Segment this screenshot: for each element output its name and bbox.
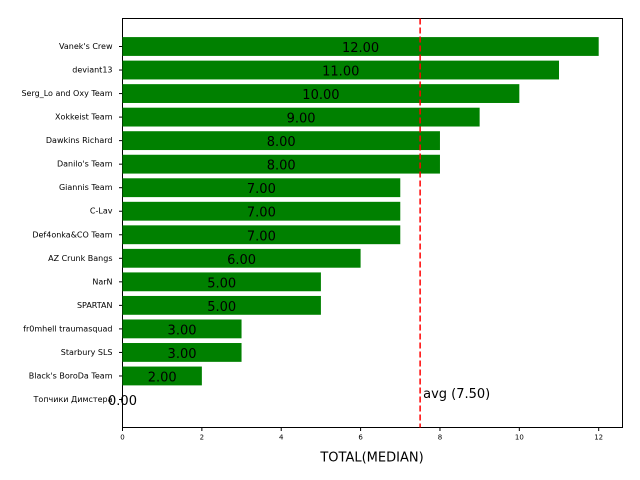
value-label: 7.00 [247,206,276,221]
value-label: 11.00 [322,65,359,80]
bar [122,131,440,151]
value-label: 12.00 [342,41,379,56]
bar [122,366,202,386]
y-tick-label: Giannis Team [59,183,113,192]
plot-frame [122,18,623,428]
bar [122,319,242,339]
y-tick-label: C-Lav [90,207,113,216]
value-label: 9.00 [287,112,316,127]
x-tick-label: 6 [358,434,363,442]
bar [122,37,599,56]
x-tick-label: 4 [279,434,284,442]
value-label: 3.00 [168,323,197,338]
y-tick-label: Def4onka&CO Team [32,230,112,239]
bar [122,295,321,315]
y-tick-label: NarN [92,277,112,286]
value-label: 10.00 [302,88,339,103]
y-tick-label: Топчики Димстера [33,395,113,404]
value-label: 5.00 [207,300,236,315]
y-tick-label: Serg_Lo and Oxy Team [21,89,112,98]
y-tick-label: SPARTAN [77,301,113,310]
bar [122,343,242,362]
x-tick-label: 8 [438,434,442,442]
y-tick-label: deviant13 [72,66,112,75]
y-tick-label: Vanek's Crew [59,42,113,51]
bar [122,248,361,268]
value-label: 8.00 [267,135,296,150]
bar [122,107,480,127]
bar [122,84,520,103]
y-tick-label: fr0mhell traumasquad [23,324,112,333]
y-tick-label: Black's BoroDa Team [29,371,113,380]
value-label: 7.00 [247,182,276,197]
bar [122,201,401,221]
value-label: 3.00 [168,347,197,362]
bar [122,225,401,245]
value-label: 5.00 [207,276,236,291]
value-label: 0.00 [108,394,137,409]
value-label: 8.00 [267,159,296,174]
y-tick-label: Dawkins Richard [46,136,113,145]
bar [122,60,560,80]
x-tick-label: 12 [594,434,603,442]
x-axis-label: TOTAL(MEDIAN) [319,451,423,466]
value-label: 6.00 [227,253,256,268]
average-label: avg (7.50) [423,387,490,402]
x-tick-label: 0 [120,434,124,442]
y-tick-label: Xokkeist Team [55,113,113,122]
bar [122,178,401,198]
bar [122,272,321,292]
value-label: 7.00 [247,229,276,244]
y-tick-label: Starbury SLS [61,348,113,357]
x-tick-label: 2 [200,434,204,442]
value-label: 2.00 [148,370,177,385]
bar [122,154,440,174]
y-tick-label: Danilo's Team [57,160,113,169]
x-tick-label: 10 [515,434,524,442]
y-tick-label: AZ Crunk Bangs [48,254,112,263]
